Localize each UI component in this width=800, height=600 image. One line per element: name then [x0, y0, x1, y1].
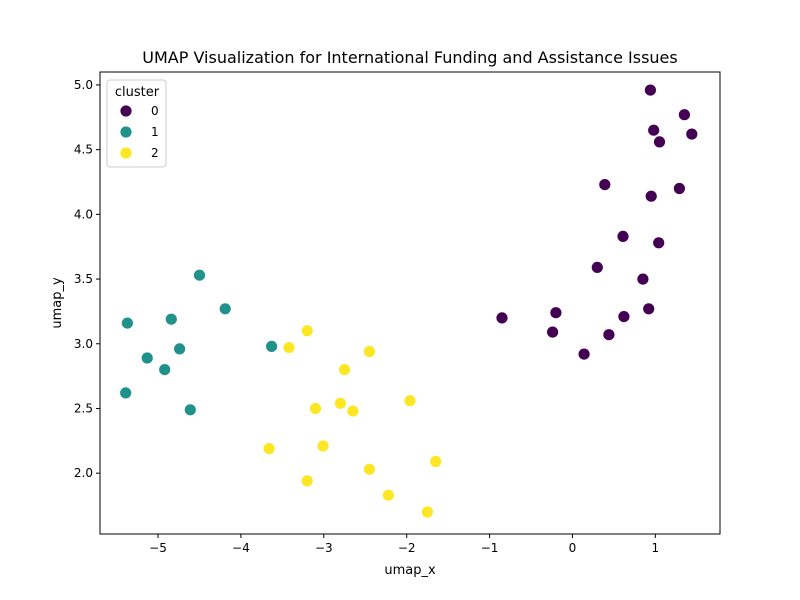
legend-marker-cluster-0 [119, 104, 133, 118]
data-point-cluster-0 [644, 189, 658, 203]
data-point-cluster-2 [346, 404, 360, 418]
data-point-cluster-2 [381, 488, 395, 502]
y-tick-label: 4.0 [74, 207, 93, 221]
data-point-cluster-0 [549, 306, 563, 320]
x-tick-label: 0 [569, 541, 577, 555]
x-tick-label: −3 [315, 541, 333, 555]
legend-label-cluster-2: 2 [151, 146, 159, 160]
data-point-cluster-1 [158, 363, 172, 377]
legend-label-cluster-1: 1 [151, 125, 159, 139]
data-point-cluster-2 [362, 345, 376, 358]
data-point-cluster-0 [652, 236, 666, 250]
data-point-cluster-1 [183, 403, 197, 417]
data-point-cluster-0 [678, 108, 691, 122]
data-point-cluster-2 [338, 363, 351, 377]
points-layer [119, 83, 699, 519]
data-point-cluster-2 [420, 505, 434, 519]
data-point-cluster-0 [598, 178, 612, 192]
data-point-cluster-0 [653, 135, 666, 149]
data-point-cluster-1 [121, 316, 134, 330]
legend-entries: 0 1 2 [119, 104, 159, 160]
data-point-cluster-2 [429, 455, 443, 468]
y-tick-label: 3.5 [74, 272, 93, 286]
legend-marker-cluster-1 [119, 125, 133, 139]
data-point-cluster-0 [673, 182, 686, 195]
y-tick-label: 3.0 [74, 337, 93, 351]
data-point-cluster-1 [193, 268, 206, 282]
data-point-cluster-0 [577, 347, 591, 361]
data-point-cluster-0 [644, 83, 657, 97]
data-point-cluster-2 [333, 396, 347, 410]
y-tick-label: 4.5 [74, 143, 93, 157]
chart-title: UMAP Visualization for International Fun… [142, 48, 677, 67]
y-tick-label: 2.0 [74, 466, 93, 480]
legend-marker-cluster-2 [119, 146, 133, 160]
data-point-cluster-2 [282, 341, 296, 355]
legend-label-cluster-0: 0 [151, 104, 159, 118]
data-point-cluster-1 [218, 302, 232, 316]
legend-frame [106, 79, 167, 168]
data-point-cluster-2 [262, 442, 276, 456]
y-axis-label: umap_y [50, 277, 65, 329]
x-tick-label: −1 [481, 541, 499, 555]
data-point-cluster-0 [642, 302, 656, 316]
data-point-cluster-2 [403, 394, 417, 408]
data-point-cluster-0 [590, 260, 604, 274]
data-point-cluster-0 [546, 325, 559, 339]
data-point-cluster-1 [164, 312, 178, 326]
data-point-cluster-2 [300, 324, 314, 338]
data-point-cluster-0 [685, 127, 699, 141]
x-axis-label: umap_x [384, 563, 436, 578]
legend-title: cluster [115, 85, 160, 100]
data-point-cluster-0 [616, 229, 630, 243]
data-point-cluster-0 [647, 123, 661, 137]
data-point-cluster-0 [636, 272, 650, 286]
data-point-cluster-1 [140, 351, 154, 365]
y-tick-label: 5.0 [74, 78, 93, 92]
data-point-cluster-1 [119, 386, 133, 400]
data-point-cluster-0 [617, 310, 631, 324]
data-point-cluster-2 [316, 439, 330, 453]
data-point-cluster-1 [173, 342, 187, 356]
x-tick-label: −2 [398, 541, 416, 555]
data-point-cluster-2 [362, 462, 376, 476]
x-tick-label: −4 [232, 541, 250, 555]
data-point-cluster-2 [300, 474, 314, 488]
x-axis-ticks: −5 −4 −3 −2 −1 0 1 [149, 534, 659, 555]
data-point-cluster-0 [602, 328, 616, 342]
plot-frame [99, 71, 721, 535]
y-axis-ticks: 2.0 2.5 3.0 3.5 4.0 4.5 5.0 [74, 78, 100, 480]
data-point-cluster-1 [265, 339, 279, 353]
data-point-cluster-0 [495, 311, 509, 325]
x-tick-label: −5 [149, 541, 167, 555]
x-tick-label: 1 [652, 541, 660, 555]
data-point-cluster-2 [309, 402, 322, 415]
y-tick-label: 2.5 [74, 401, 93, 415]
legend: cluster 0 1 2 [106, 79, 167, 168]
